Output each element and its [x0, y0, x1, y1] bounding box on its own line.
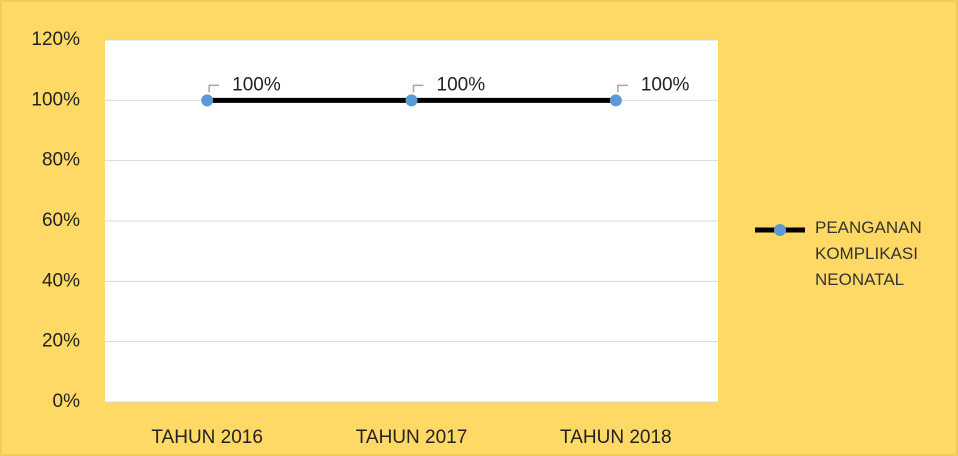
data-label: 100%	[641, 74, 690, 95]
y-tick-label: 20%	[42, 331, 80, 352]
x-tick-label: TAHUN 2016	[151, 427, 263, 448]
x-tick-label: TAHUN 2017	[356, 427, 468, 448]
marker	[609, 94, 622, 107]
legend-label: PEANGANAN KOMPLIKASI NEONATAL	[815, 218, 922, 289]
marker	[405, 94, 418, 107]
y-tick-label: 100%	[31, 89, 80, 110]
data-label: 100%	[232, 74, 281, 95]
x-tick-label: TAHUN 2018	[560, 427, 672, 448]
y-tick-label: 40%	[42, 270, 80, 291]
y-tick-label: 0%	[53, 391, 81, 412]
label-leader	[617, 84, 628, 93]
y-tick-label: 60%	[42, 210, 80, 231]
y-tick-label: 80%	[42, 150, 80, 171]
legend-marker	[774, 224, 786, 236]
label-leader	[208, 84, 220, 93]
y-tick-label: 120%	[31, 29, 80, 50]
data-label: 100%	[437, 74, 486, 95]
label-leader	[412, 84, 424, 93]
marker	[201, 94, 214, 107]
